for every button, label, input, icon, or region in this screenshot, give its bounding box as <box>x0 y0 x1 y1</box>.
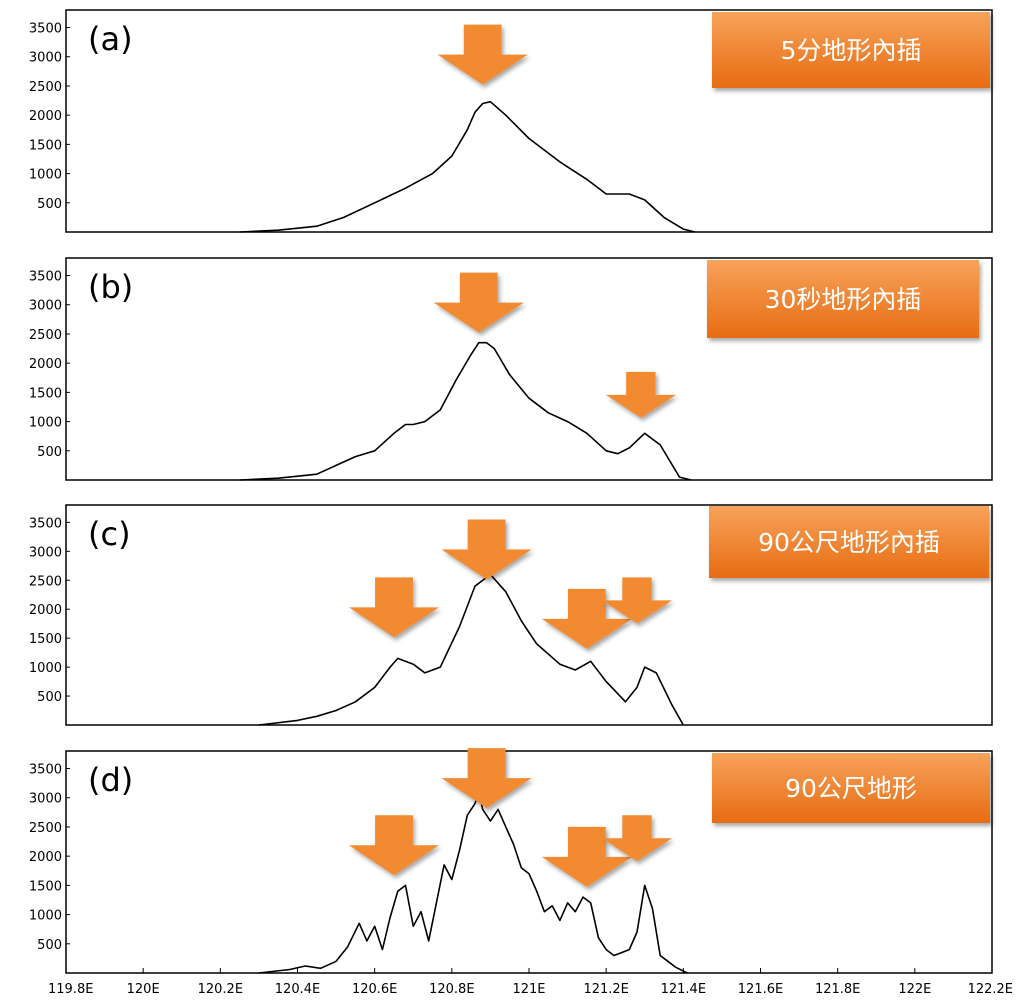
y-tick-label: 2000 <box>29 109 62 124</box>
y-tick-label: 1500 <box>29 386 62 401</box>
down-arrow-icon <box>541 588 632 649</box>
panel-4: 500 1000 1500 2000 2500 3000 3500 (d) 90公尺地形 119.… <box>29 748 1013 997</box>
x-tick-label: 120.6E <box>352 982 397 997</box>
panel-label: (a) <box>88 20 133 58</box>
y-tick-label: 3500 <box>29 763 62 778</box>
x-tick-label: 120.2E <box>198 982 243 997</box>
panel-3: 500 1000 1500 2000 2500 3000 3500 (c) 90公尺地形內插 <box>29 504 993 726</box>
down-arrow-icon <box>541 826 632 887</box>
y-tick-label: 1500 <box>29 879 62 894</box>
badge-label: 5分地形內插 <box>781 36 922 65</box>
y-tick-label: 500 <box>37 445 62 460</box>
x-tick-label: 119.8E <box>48 982 93 997</box>
y-tick-label: 3000 <box>29 545 62 560</box>
x-tick-label: 122.2E <box>968 982 1013 997</box>
badge-label: 30秒地形內插 <box>765 285 922 314</box>
plot-frame <box>65 9 993 233</box>
y-tick-label: 2500 <box>29 328 62 343</box>
y-tick-label: 1000 <box>29 416 62 431</box>
y-tick-label: 500 <box>37 938 62 953</box>
elevation-line <box>239 341 692 481</box>
badge-label: 90公尺地形內插 <box>758 528 940 557</box>
y-tick-label: 1000 <box>29 909 62 924</box>
x-tick-label: 121.2E <box>583 982 628 997</box>
badge-label: 90公尺地形 <box>785 774 917 803</box>
y-tick-label: 3000 <box>29 51 62 66</box>
y-tick-label: 2000 <box>29 850 62 865</box>
x-tick-label: 121.4E <box>661 982 706 997</box>
badge-box <box>712 753 990 823</box>
x-tick-label: 121.6E <box>738 982 783 997</box>
down-arrow-icon <box>441 748 532 809</box>
down-arrow-icon <box>605 371 676 418</box>
down-arrow-icon <box>349 577 439 638</box>
y-tick-label: 500 <box>37 197 62 212</box>
y-tick-label: 1500 <box>29 632 62 647</box>
y-tick-label: 2000 <box>29 357 62 372</box>
x-tick-label: 121E <box>512 982 545 997</box>
down-arrow-icon <box>441 519 532 580</box>
elevation-line <box>239 100 696 233</box>
y-tick-label: 1000 <box>29 168 62 183</box>
y-tick-label: 1500 <box>29 138 62 153</box>
panel-label: (d) <box>88 761 133 799</box>
y-tick-label: 500 <box>37 690 62 705</box>
down-arrow-icon <box>602 577 672 624</box>
panel-label: (b) <box>88 268 133 306</box>
badge-box <box>709 506 989 578</box>
x-tick-label: 120E <box>127 982 160 997</box>
y-tick-label: 3500 <box>29 270 62 285</box>
panel-label: (c) <box>88 515 131 553</box>
y-tick-label: 3000 <box>29 299 62 314</box>
y-tick-label: 2500 <box>29 574 62 589</box>
y-tick-label: 2500 <box>29 821 62 836</box>
x-tick-label: 120.4E <box>275 982 320 997</box>
elevation-line <box>258 573 684 726</box>
badge-box <box>707 260 979 338</box>
y-tick-label: 3000 <box>29 792 62 807</box>
down-arrow-icon <box>433 272 524 333</box>
y-tick-label: 3500 <box>29 516 62 531</box>
x-tick-label: 121.8E <box>815 982 860 997</box>
x-tick-label: 120.8E <box>429 982 474 997</box>
down-arrow-icon <box>349 815 439 876</box>
down-arrow-icon <box>437 24 528 85</box>
panel-2: 500 1000 1500 2000 2500 3000 3500 (b) 30秒地形內插 <box>29 257 993 481</box>
y-tick-label: 3500 <box>29 22 62 37</box>
y-tick-label: 1000 <box>29 661 62 676</box>
plot-frame <box>65 257 993 481</box>
y-tick-label: 2500 <box>29 80 62 95</box>
plot-frame <box>65 504 993 726</box>
badge-box <box>712 12 990 88</box>
y-tick-label: 2000 <box>29 603 62 618</box>
x-tick-label: 122E <box>898 982 931 997</box>
elevation-line <box>258 791 688 974</box>
panel-1: 500 1000 1500 2000 2500 3000 3500 (a) 5分地形內插 <box>29 9 993 233</box>
down-arrow-icon <box>602 815 672 862</box>
